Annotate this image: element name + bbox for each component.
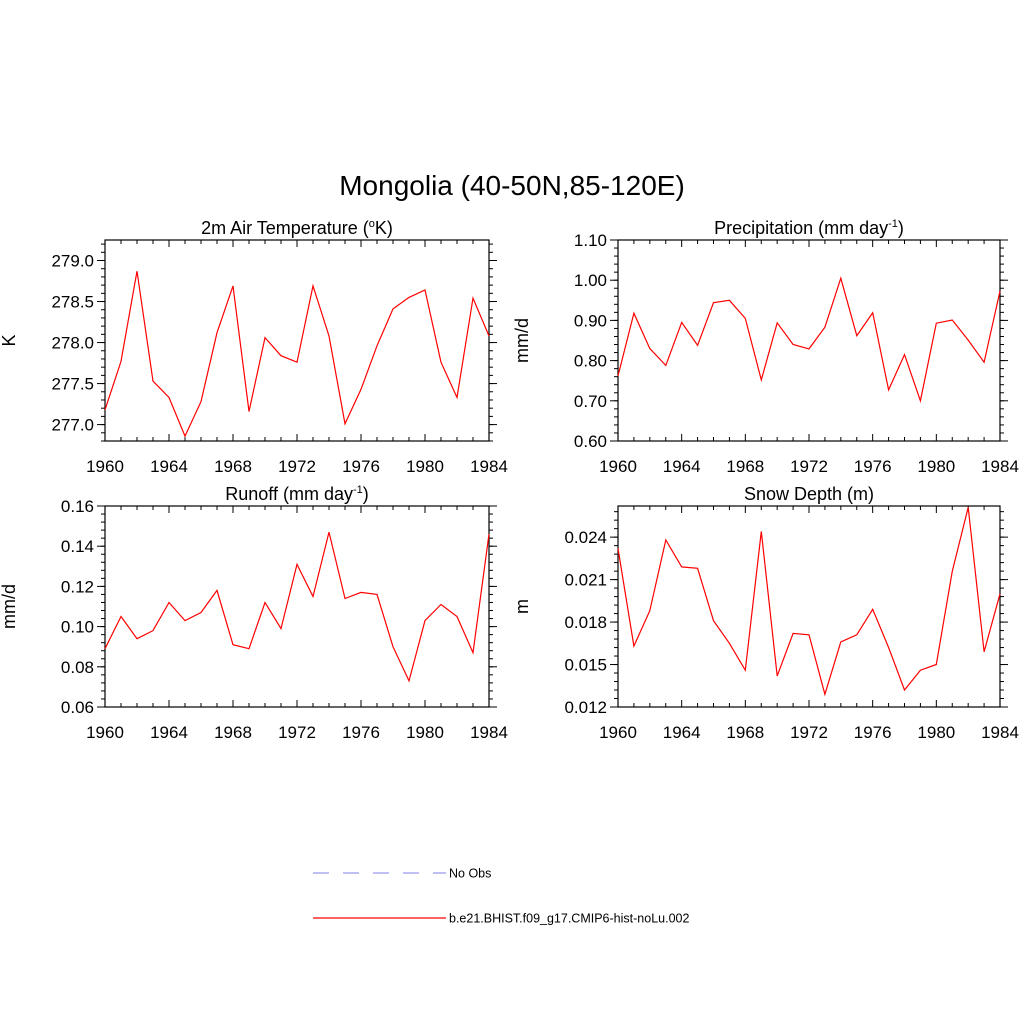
- x-tick-label: 1984: [470, 457, 508, 476]
- x-tick-label: 1976: [854, 457, 892, 476]
- x-tick-label: 1980: [406, 457, 444, 476]
- panel-snow-depth: 1960 1964 1968 1972 1976 1980 1984 0.012 0.015 0.…: [512, 484, 1019, 742]
- x-tick-label: 1976: [342, 723, 380, 742]
- y-axis-label: m: [512, 599, 532, 614]
- y-tick-label: 0.08: [61, 658, 94, 677]
- x-tick-label: 1964: [150, 457, 188, 476]
- y-tick-label: 0.12: [61, 577, 94, 596]
- figure-title: Mongolia (40-50N,85-120E): [339, 170, 685, 201]
- y-tick-label: 0.70: [574, 392, 607, 411]
- panel-precipitation: 1960 1964 1968 1972 1976 1980 1984 0.60 0.70 0.80…: [512, 218, 1019, 476]
- panel-runoff: 1960 1964 1968 1972 1976 1980 1984 0.06 0.08 0.10…: [0, 484, 508, 742]
- x-tick-label: 1980: [917, 723, 955, 742]
- x-tick-label: 1972: [278, 723, 316, 742]
- plot-frame: [104, 239, 490, 442]
- y-tick-label: 0.90: [574, 311, 607, 330]
- y-tick-label: 278.0: [51, 334, 94, 353]
- y-tick-label: 277.5: [51, 375, 94, 394]
- y-tick-label: 279.0: [51, 252, 94, 271]
- y-tick-label: 0.10: [61, 618, 94, 637]
- panel-temperature: 1960 1964 1968 1972 1976 1980 1984 277.0 277.5 27…: [0, 218, 508, 476]
- y-tick-label: 277.0: [51, 416, 94, 435]
- x-tick-label: 1968: [214, 723, 252, 742]
- x-tick-label: 1964: [663, 723, 701, 742]
- x-tick-label: 1968: [726, 457, 764, 476]
- x-tick-label: 1968: [214, 457, 252, 476]
- panel-title: Snow Depth (m): [744, 484, 874, 504]
- y-tick-label: 0.021: [564, 571, 607, 590]
- y-tick-label: 0.015: [564, 656, 607, 675]
- y-axis-label: mm/d: [512, 318, 532, 363]
- y-tick-label: 0.018: [564, 613, 607, 632]
- panel-title: Precipitation (mm day-1): [714, 218, 904, 238]
- y-tick-label: 0.024: [564, 528, 607, 547]
- x-tick-label: 1968: [726, 723, 764, 742]
- legend-label-model: b.e21.BHIST.f09_g17.CMIP6-hist-noLu.002: [449, 912, 689, 926]
- x-tick-label: 1984: [981, 723, 1019, 742]
- y-tick-label: 0.06: [61, 698, 94, 717]
- y-tick-label: 1.00: [574, 271, 607, 290]
- x-tick-label: 1960: [599, 723, 637, 742]
- y-tick-label: 0.012: [564, 698, 607, 717]
- series-line-model: [104, 531, 490, 683]
- x-tick-label: 1980: [917, 457, 955, 476]
- x-tick-label: 1964: [663, 457, 701, 476]
- y-tick-label: 278.5: [51, 293, 94, 312]
- series-line-model: [104, 271, 490, 438]
- panel-title: 2m Air Temperature (oK): [201, 218, 393, 238]
- x-tick-label: 1960: [599, 457, 637, 476]
- x-tick-label: 1960: [86, 723, 124, 742]
- x-tick-label: 1972: [790, 457, 828, 476]
- x-tick-label: 1976: [342, 457, 380, 476]
- y-tick-label: 0.14: [61, 537, 94, 556]
- y-tick-label: 0.16: [61, 497, 94, 516]
- plot-frame: [104, 505, 490, 708]
- legend-label-no-obs: No Obs: [449, 867, 491, 881]
- x-tick-label: 1984: [470, 723, 508, 742]
- x-tick-label: 1960: [86, 457, 124, 476]
- x-tick-label: 1984: [981, 457, 1019, 476]
- x-tick-label: 1964: [150, 723, 188, 742]
- plot-frame: [617, 505, 1001, 708]
- y-axis-label: mm/d: [0, 584, 19, 629]
- y-axis-label: K: [0, 334, 19, 346]
- panels: 1960 1964 1968 1972 1976 1980 1984 277.0 277.5 27…: [0, 218, 1019, 742]
- y-tick-label: 0.60: [574, 432, 607, 451]
- x-tick-label: 1972: [278, 457, 316, 476]
- panel-title: Runoff (mm day-1): [225, 484, 369, 504]
- x-tick-label: 1976: [854, 723, 892, 742]
- x-tick-label: 1980: [406, 723, 444, 742]
- legend: No Obs b.e21.BHIST.f09_g17.CMIP6-hist-no…: [313, 867, 689, 926]
- series-line-model: [617, 276, 1001, 404]
- series-line-model: [617, 507, 1001, 697]
- x-tick-label: 1972: [790, 723, 828, 742]
- y-tick-label: 1.10: [574, 231, 607, 250]
- y-tick-label: 0.80: [574, 352, 607, 371]
